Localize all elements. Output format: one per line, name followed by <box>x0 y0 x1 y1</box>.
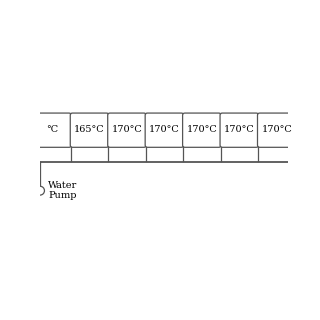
FancyBboxPatch shape <box>145 113 184 147</box>
FancyBboxPatch shape <box>220 113 259 147</box>
Bar <box>34 114 298 147</box>
Text: 170°C: 170°C <box>187 124 217 133</box>
FancyBboxPatch shape <box>258 113 296 147</box>
Text: Water
Pump: Water Pump <box>48 181 77 200</box>
FancyBboxPatch shape <box>183 113 221 147</box>
Circle shape <box>36 186 44 195</box>
Text: 170°C: 170°C <box>261 124 292 133</box>
Text: 170°C: 170°C <box>112 124 142 133</box>
Text: °C: °C <box>46 124 58 133</box>
FancyBboxPatch shape <box>108 113 146 147</box>
FancyBboxPatch shape <box>70 113 109 147</box>
FancyBboxPatch shape <box>33 113 71 147</box>
Text: 170°C: 170°C <box>224 124 255 133</box>
Text: 165°C: 165°C <box>74 124 105 133</box>
Bar <box>34 146 298 162</box>
Text: 170°C: 170°C <box>149 124 180 133</box>
